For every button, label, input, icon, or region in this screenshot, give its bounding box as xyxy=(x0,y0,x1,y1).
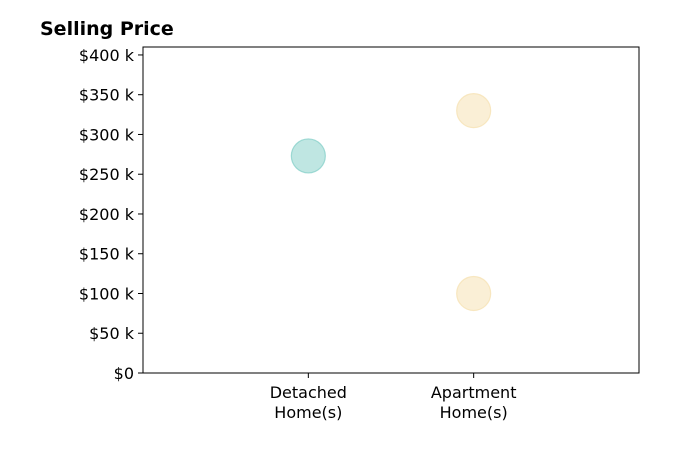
y-tick-label: $100 k xyxy=(79,284,135,303)
data-point xyxy=(456,275,492,312)
y-tick-label: $400 k xyxy=(79,46,135,65)
chart-title: Selling Price xyxy=(40,18,174,40)
x-tick-label: Apartment Home(s) xyxy=(431,383,517,422)
y-tick-label: $150 k xyxy=(79,245,135,264)
data-point xyxy=(290,138,326,174)
y-tick-label: $0 xyxy=(114,364,134,383)
y-tick-label: $350 k xyxy=(79,86,135,105)
data-points xyxy=(290,93,492,312)
x-tick-label: Detached Home(s) xyxy=(270,383,347,422)
data-point xyxy=(456,93,492,129)
y-tick-label: $300 k xyxy=(79,125,135,144)
y-axis: $0 $50 k $100 k $150 k $200 k $250 k $300 k $35… xyxy=(79,46,143,383)
y-tick-label: $200 k xyxy=(79,205,135,224)
y-tick-label: $50 k xyxy=(89,324,135,343)
x-axis: Detached Home(s) Apartment Home(s) xyxy=(270,373,517,422)
plot-area xyxy=(142,46,640,374)
y-tick-label: $250 k xyxy=(79,165,135,184)
